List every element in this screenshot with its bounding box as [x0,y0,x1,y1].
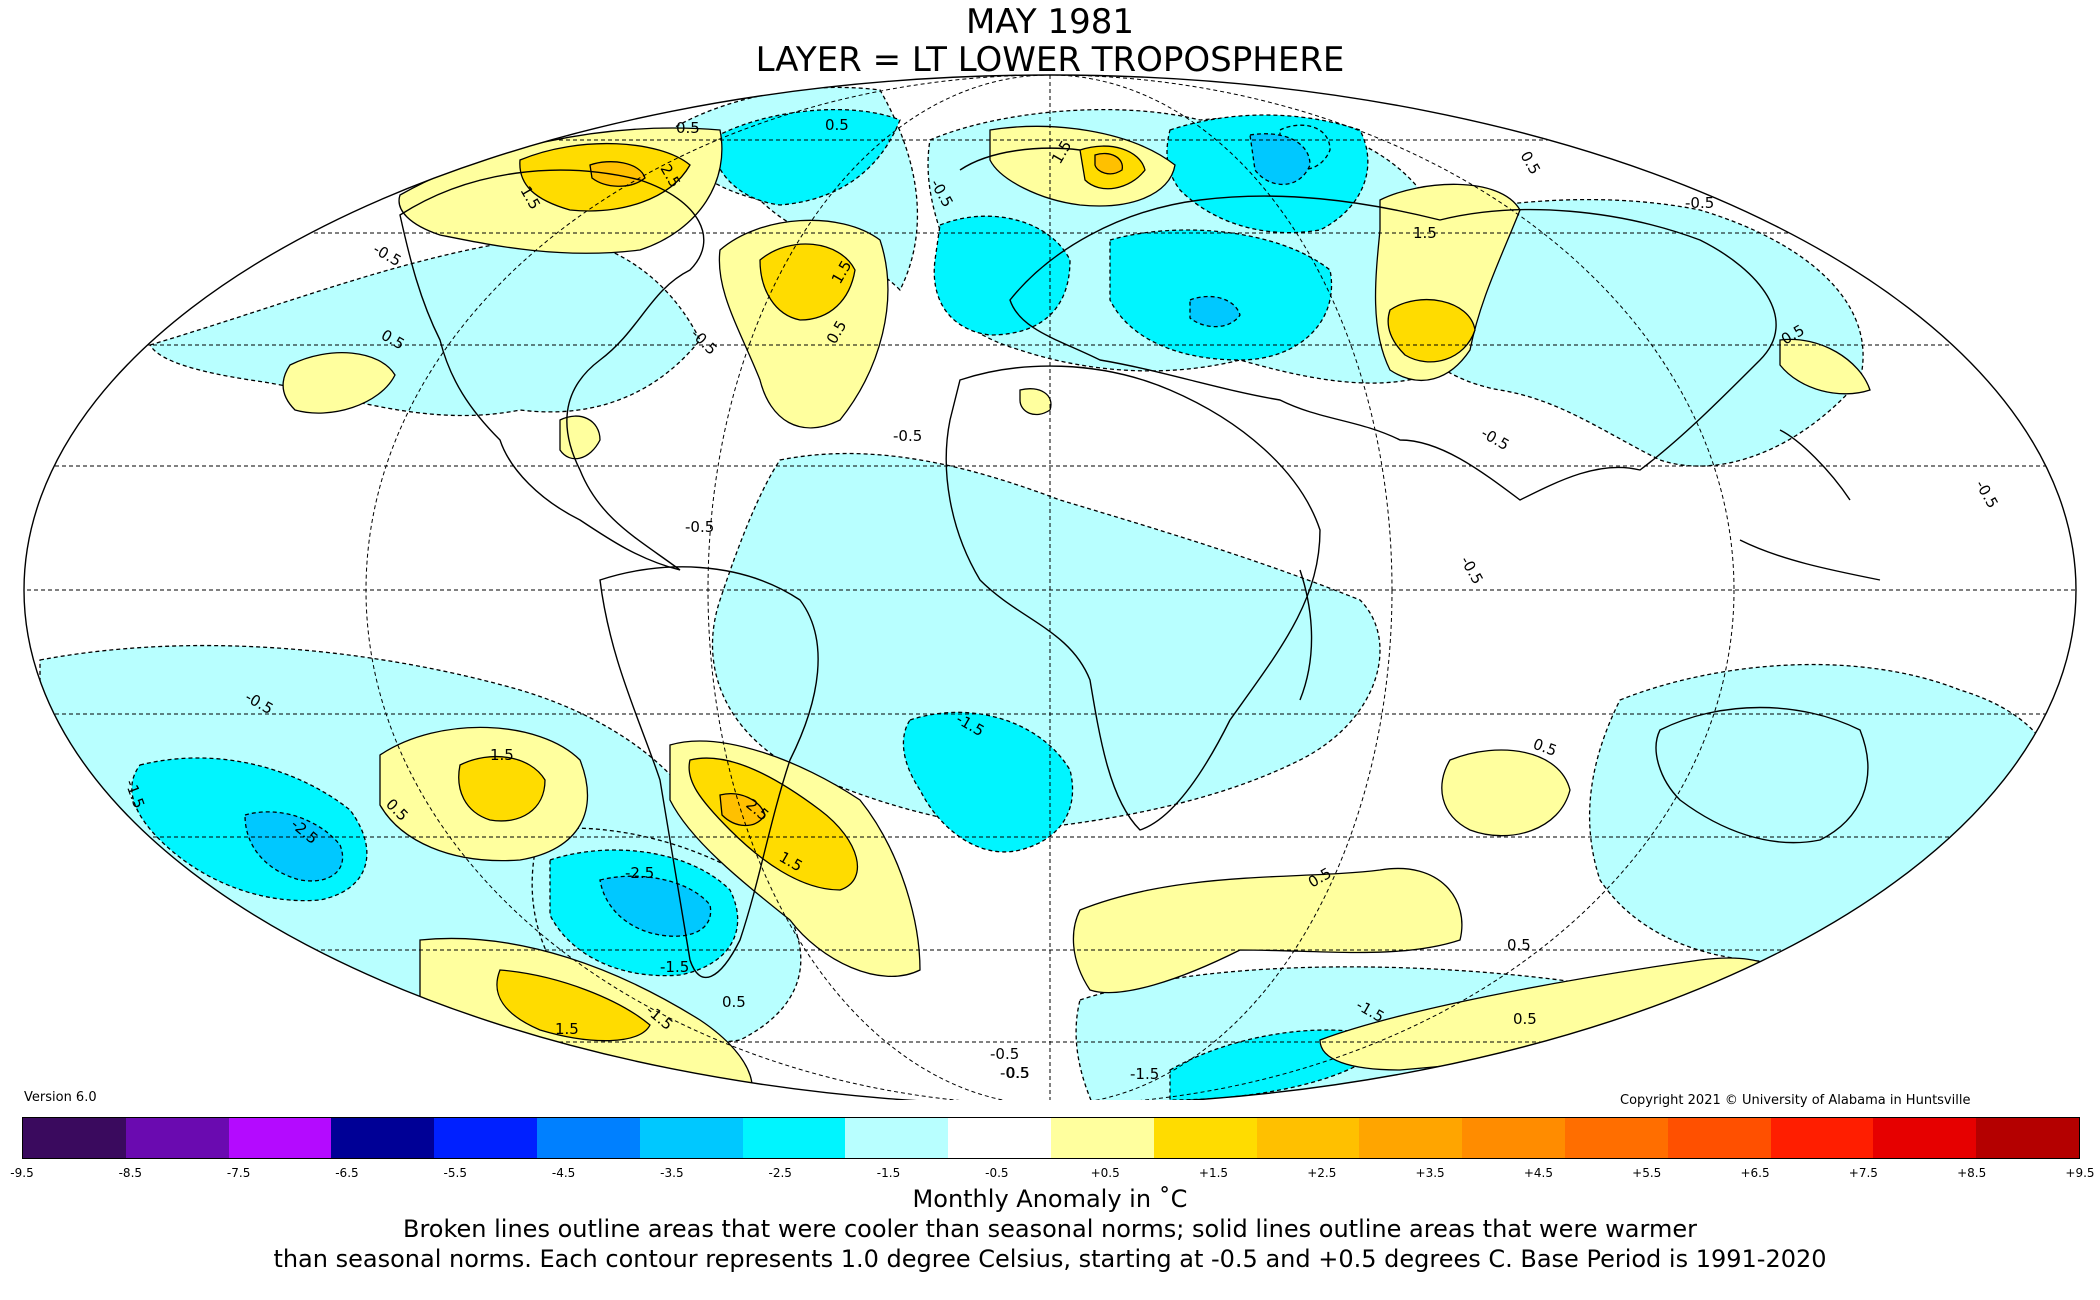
colorbar-swatch [948,1118,1051,1158]
colorbar-tick-label: -3.5 [660,1166,684,1180]
very-hot-anomaly-regions [589,152,1123,827]
map-title: MAY 1981 [965,2,1135,42]
colorbar-tick-label: +7.5 [1848,1166,1878,1180]
colorbar-tick-label: +6.5 [1740,1166,1770,1180]
colorbar-tick-label: -2.5 [768,1166,792,1180]
colorbar-tick-label: +5.5 [1632,1166,1662,1180]
contour-label: -2.5 [625,864,654,882]
contour-label: -0.5 [1685,194,1714,212]
colorbar-swatch [331,1118,435,1158]
caption-line-1: Broken lines outline areas that were coo… [403,1215,1697,1243]
anomaly-map: 0.5 2.5 1.5 0.5 1.5 0.5 -0.5 0.5 -0.5 1.… [23,74,2077,1100]
colorbar-tick-label: -4.5 [551,1166,576,1180]
colorbar-tick-label: +0.5 [1090,1166,1120,1180]
colorbar-tick-label: -5.5 [443,1166,467,1180]
colorbar-swatch [1359,1118,1463,1158]
colorbar-swatch [845,1118,949,1158]
colorbar-tick-label: -6.5 [335,1166,359,1180]
colorbar-swatch [23,1118,126,1158]
colorbar-tick-label: -0.5 [985,1166,1009,1180]
anomaly-fields [39,86,2064,1100]
colorbar-tick-label: -7.5 [226,1166,251,1180]
contour-label: 0.5 [825,116,849,134]
colorbar-swatch [125,1118,229,1158]
colorbar-swatch [1153,1118,1257,1158]
colorbar-swatch [742,1118,846,1158]
colorbar-ticks: -9.5 -8.5 -7.5 -6.5 -5.5 -4.5 -3.5 -2.5 -1.5 -0.5… [10,1166,2094,1184]
contour-label: -1.5 [1130,1065,1159,1083]
colorbar-swatch [1873,1118,1977,1158]
colorbar-unit-label: Monthly Anomaly in ˚C [912,1185,1188,1213]
colorbar-tick-label: +9.5 [2065,1166,2095,1180]
graticule [24,75,2076,1100]
version-label: Version 6.0 [24,1090,97,1105]
colorbar-swatch [434,1118,537,1158]
colorbar-tick-label: +2.5 [1307,1166,1337,1180]
colorbar-swatch [1564,1118,1668,1158]
colorbar-swatch [1976,1118,2079,1158]
contour-label: 0.5 [1507,936,1531,954]
caption-line-2: than seasonal norms. Each contour repres… [273,1245,1827,1273]
colorbar-swatch [1050,1118,1154,1158]
contour-label: -0.5 [685,518,714,536]
contour-label: 0.5 [1006,1064,1030,1082]
colorbar-tick-label: -8.5 [118,1166,143,1180]
contour-label: 0.5 [1513,1010,1537,1028]
copyright-label: Copyright 2021 © University of Alabama i… [1620,1093,1971,1108]
contour-label: -0.5 [1457,553,1487,587]
contour-label: -0.5 [1478,424,1512,454]
colorbar-swatch [1256,1118,1360,1158]
map-subtitle: LAYER = LT LOWER TROPOSPHERE [755,40,1345,80]
colorbar-swatch [228,1118,332,1158]
colorbar-tick-label: +3.5 [1415,1166,1445,1180]
contour-label: -1.5 [660,958,689,976]
contour-label: 1.5 [555,1020,579,1038]
colorbar-tick-label: -9.5 [10,1166,34,1180]
colorbar-tick-label: +8.5 [1957,1166,1987,1180]
colorbar-tick-label: +4.5 [1523,1166,1553,1180]
globe-outline [23,74,2077,1100]
colorbar [22,1117,2080,1159]
coastlines [399,147,1881,979]
contour-label: -0.5 [370,240,404,270]
contour-label: -0.5 [1000,1064,1029,1082]
colorbar-swatch [639,1118,743,1158]
colorbar-swatch [1462,1118,1565,1158]
contour-label: 1.5 [1413,224,1437,242]
contour-label: 0.5 [722,993,746,1011]
colorbar-swatch [536,1118,640,1158]
contour-label: -0.5 [990,1045,1019,1063]
contour-label: -0.5 [1972,477,2002,511]
contour-label: 0.5 [676,119,700,137]
colorbar-swatch [1667,1118,1771,1158]
colorbar-swatch [1770,1118,1874,1158]
contour-label: -0.5 [893,427,922,445]
colorbar-tick-label: +1.5 [1198,1166,1229,1180]
colorbar-tick-label: -1.5 [876,1166,901,1180]
contour-label: 1.5 [490,746,514,764]
contour-label: 0.5 [1517,148,1545,178]
